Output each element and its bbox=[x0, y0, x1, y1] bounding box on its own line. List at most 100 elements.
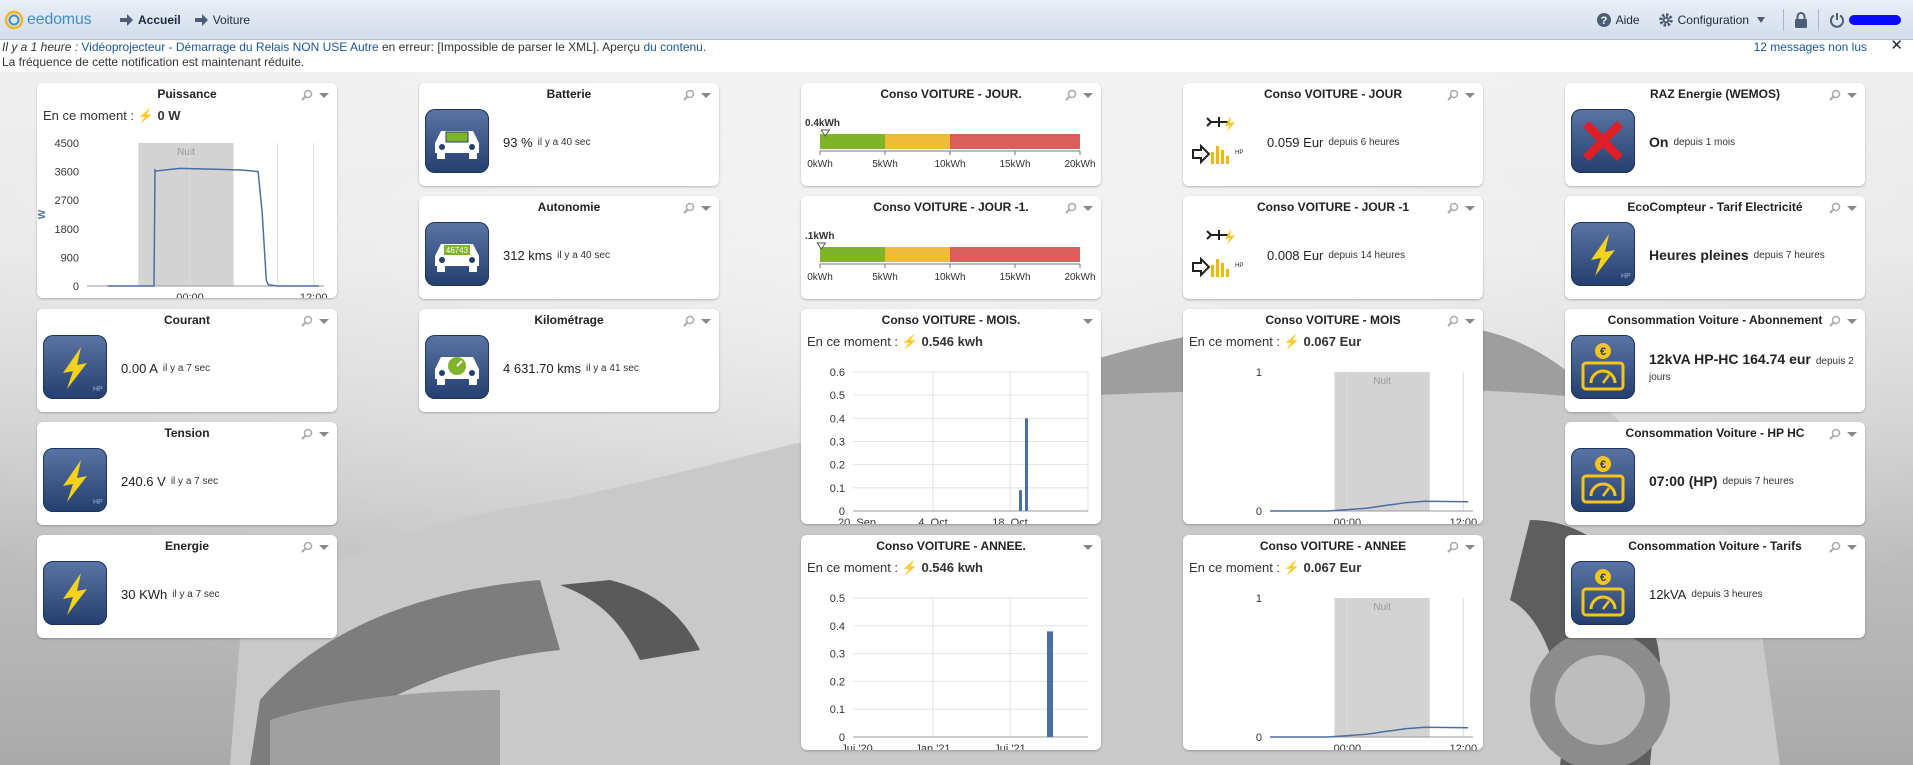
widget-menu-icon[interactable] bbox=[1083, 542, 1093, 552]
svg-text:HP: HP bbox=[1621, 273, 1631, 280]
magnifier-icon[interactable] bbox=[683, 315, 695, 327]
nav-home-label: Accueil bbox=[138, 12, 181, 27]
magnifier-icon[interactable] bbox=[683, 202, 695, 214]
y-tick-label: 4500 bbox=[55, 138, 79, 150]
widget-conso-jour: Conso VOITURE - JOUR HP 0.059 Eur depuis … bbox=[1183, 83, 1483, 186]
widget-menu-icon[interactable] bbox=[1847, 542, 1857, 552]
close-notification-button[interactable]: ✕ bbox=[1890, 37, 1903, 54]
widget-menu-icon[interactable] bbox=[1847, 429, 1857, 439]
notification-content-link[interactable]: du contenu. bbox=[643, 40, 707, 54]
y-tick-label: 0 bbox=[1256, 732, 1262, 744]
gauge-tick-label: 10kWh bbox=[934, 159, 965, 170]
magnifier-icon[interactable] bbox=[1829, 428, 1841, 440]
power-icon[interactable] bbox=[1829, 12, 1845, 28]
value: 0.008 Eur bbox=[1267, 247, 1324, 263]
current-value-line: En ce moment : ⚡ 0.067 Eur bbox=[1189, 334, 1362, 349]
svg-text:€: € bbox=[1600, 346, 1606, 358]
widget-title: Consommation Voiture - HP HC bbox=[1625, 426, 1805, 440]
gauge-band bbox=[885, 247, 950, 262]
svg-text:€: € bbox=[1600, 572, 1606, 584]
widget-menu-icon[interactable] bbox=[1465, 542, 1475, 552]
since: il y a 7 sec bbox=[162, 362, 211, 374]
arrow-right-icon bbox=[194, 13, 208, 26]
y-tick-label: 1 bbox=[1256, 367, 1262, 379]
x-tick-label: 12:00 bbox=[300, 292, 328, 298]
widget-menu-icon[interactable] bbox=[701, 316, 711, 326]
magnifier-icon[interactable] bbox=[1829, 202, 1841, 214]
gauge-tick-label: 20kWh bbox=[1064, 159, 1095, 170]
night-label: Nuit bbox=[177, 147, 195, 158]
help-button[interactable]: ? Aide bbox=[1596, 12, 1640, 28]
widget-title: Courant bbox=[164, 313, 210, 327]
value: On bbox=[1649, 134, 1669, 150]
widget-menu-icon[interactable] bbox=[319, 429, 329, 439]
widget-menu-icon[interactable] bbox=[1847, 203, 1857, 213]
widget-menu-icon[interactable] bbox=[319, 542, 329, 552]
widget-menu-icon[interactable] bbox=[1465, 203, 1475, 213]
widget-title: Kilométrage bbox=[534, 313, 604, 327]
magnifier-icon[interactable] bbox=[1065, 89, 1077, 101]
car-speedometer-icon bbox=[425, 335, 489, 399]
toolbar-separator bbox=[1783, 8, 1784, 31]
widget-conso-jour-gauge: Conso VOITURE - JOUR. 0kWh 5kWh 10kWh 15kWh… bbox=[801, 83, 1101, 186]
value: 12kVA bbox=[1649, 586, 1687, 602]
value-line: 0.059 Eur depuis 6 heures bbox=[1267, 106, 1400, 178]
widget-menu-icon[interactable] bbox=[1465, 90, 1475, 100]
value-line: 07:00 (HP) depuis 7 heures bbox=[1649, 445, 1794, 517]
magnifier-icon[interactable] bbox=[1447, 89, 1459, 101]
widget-abonnement: Consommation Voiture - Abonnement € 12kV… bbox=[1565, 309, 1865, 412]
magnifier-icon[interactable] bbox=[301, 89, 313, 101]
widget-title: Tension bbox=[164, 426, 210, 440]
magnifier-icon[interactable] bbox=[1829, 315, 1841, 327]
widget-menu-icon[interactable] bbox=[319, 90, 329, 100]
magnifier-icon[interactable] bbox=[683, 89, 695, 101]
magnifier-icon[interactable] bbox=[1447, 202, 1459, 214]
magnifier-icon[interactable] bbox=[1829, 541, 1841, 553]
widget-menu-icon[interactable] bbox=[1847, 90, 1857, 100]
magnifier-icon[interactable] bbox=[1447, 541, 1459, 553]
since: il y a 7 sec bbox=[170, 475, 219, 487]
widget-menu-icon[interactable] bbox=[701, 90, 711, 100]
svg-text:HP: HP bbox=[1235, 263, 1243, 269]
gauge-tick-label: 0kWh bbox=[807, 159, 833, 170]
widget-title: Conso VOITURE - ANNEE. bbox=[876, 539, 1026, 553]
gauge-tick-label: 5kWh bbox=[872, 272, 898, 283]
y-tick-label: 0.5 bbox=[830, 390, 845, 402]
gauge-band bbox=[820, 134, 885, 149]
gauge-marker-label: 0.4kWh bbox=[805, 118, 840, 129]
widget-title: Conso VOITURE - JOUR -1. bbox=[873, 200, 1029, 214]
widget-menu-icon[interactable] bbox=[1083, 316, 1093, 326]
y-tick-label: 0.4 bbox=[830, 621, 845, 633]
since: depuis 6 heures bbox=[1328, 136, 1400, 148]
widget-menu-icon[interactable] bbox=[1083, 90, 1093, 100]
widget-menu-icon[interactable] bbox=[1465, 316, 1475, 326]
notification-device-link[interactable]: Vidéoprojecteur - Démarrage du Relais NO… bbox=[81, 40, 379, 54]
value-line: 93 % il y a 40 sec bbox=[503, 106, 590, 178]
configuration-menu[interactable]: Configuration bbox=[1658, 12, 1765, 28]
magnifier-icon[interactable] bbox=[1065, 202, 1077, 214]
night-band bbox=[138, 143, 234, 286]
value-line: 12kVA depuis 3 heures bbox=[1649, 558, 1763, 630]
unread-messages-link[interactable]: 12 messages non lus bbox=[1753, 40, 1867, 54]
eedomus-logo[interactable]: eedomus bbox=[4, 10, 112, 30]
nav-voiture-button[interactable]: Voiture bbox=[194, 13, 250, 27]
car-battery-icon bbox=[425, 109, 489, 173]
nav-home-button[interactable]: Accueil bbox=[120, 13, 181, 27]
widget-menu-icon[interactable] bbox=[319, 316, 329, 326]
magnifier-icon[interactable] bbox=[301, 428, 313, 440]
widget-autonomie: Autonomie 46743 312 kms il y a 40 sec bbox=[419, 196, 719, 299]
widget-menu-icon[interactable] bbox=[701, 203, 711, 213]
since: il y a 40 sec bbox=[537, 136, 591, 148]
widget-conso-annee-chart: Conso VOITURE - ANNEE. En ce moment : ⚡ … bbox=[801, 535, 1101, 750]
widget-hphc: Consommation Voiture - HP HC € 07:00 (HP… bbox=[1565, 422, 1865, 525]
euro-meter-icon: € bbox=[1571, 561, 1635, 625]
magnifier-icon[interactable] bbox=[301, 315, 313, 327]
widget-menu-icon[interactable] bbox=[1083, 203, 1093, 213]
magnifier-icon[interactable] bbox=[1447, 315, 1459, 327]
lock-icon[interactable] bbox=[1794, 11, 1808, 28]
magnifier-icon[interactable] bbox=[1829, 89, 1841, 101]
magnifier-icon[interactable] bbox=[301, 541, 313, 553]
notification-line-2: La fréquence de cette notification est m… bbox=[2, 55, 305, 69]
series-line bbox=[107, 167, 319, 287]
widget-menu-icon[interactable] bbox=[1847, 316, 1857, 326]
